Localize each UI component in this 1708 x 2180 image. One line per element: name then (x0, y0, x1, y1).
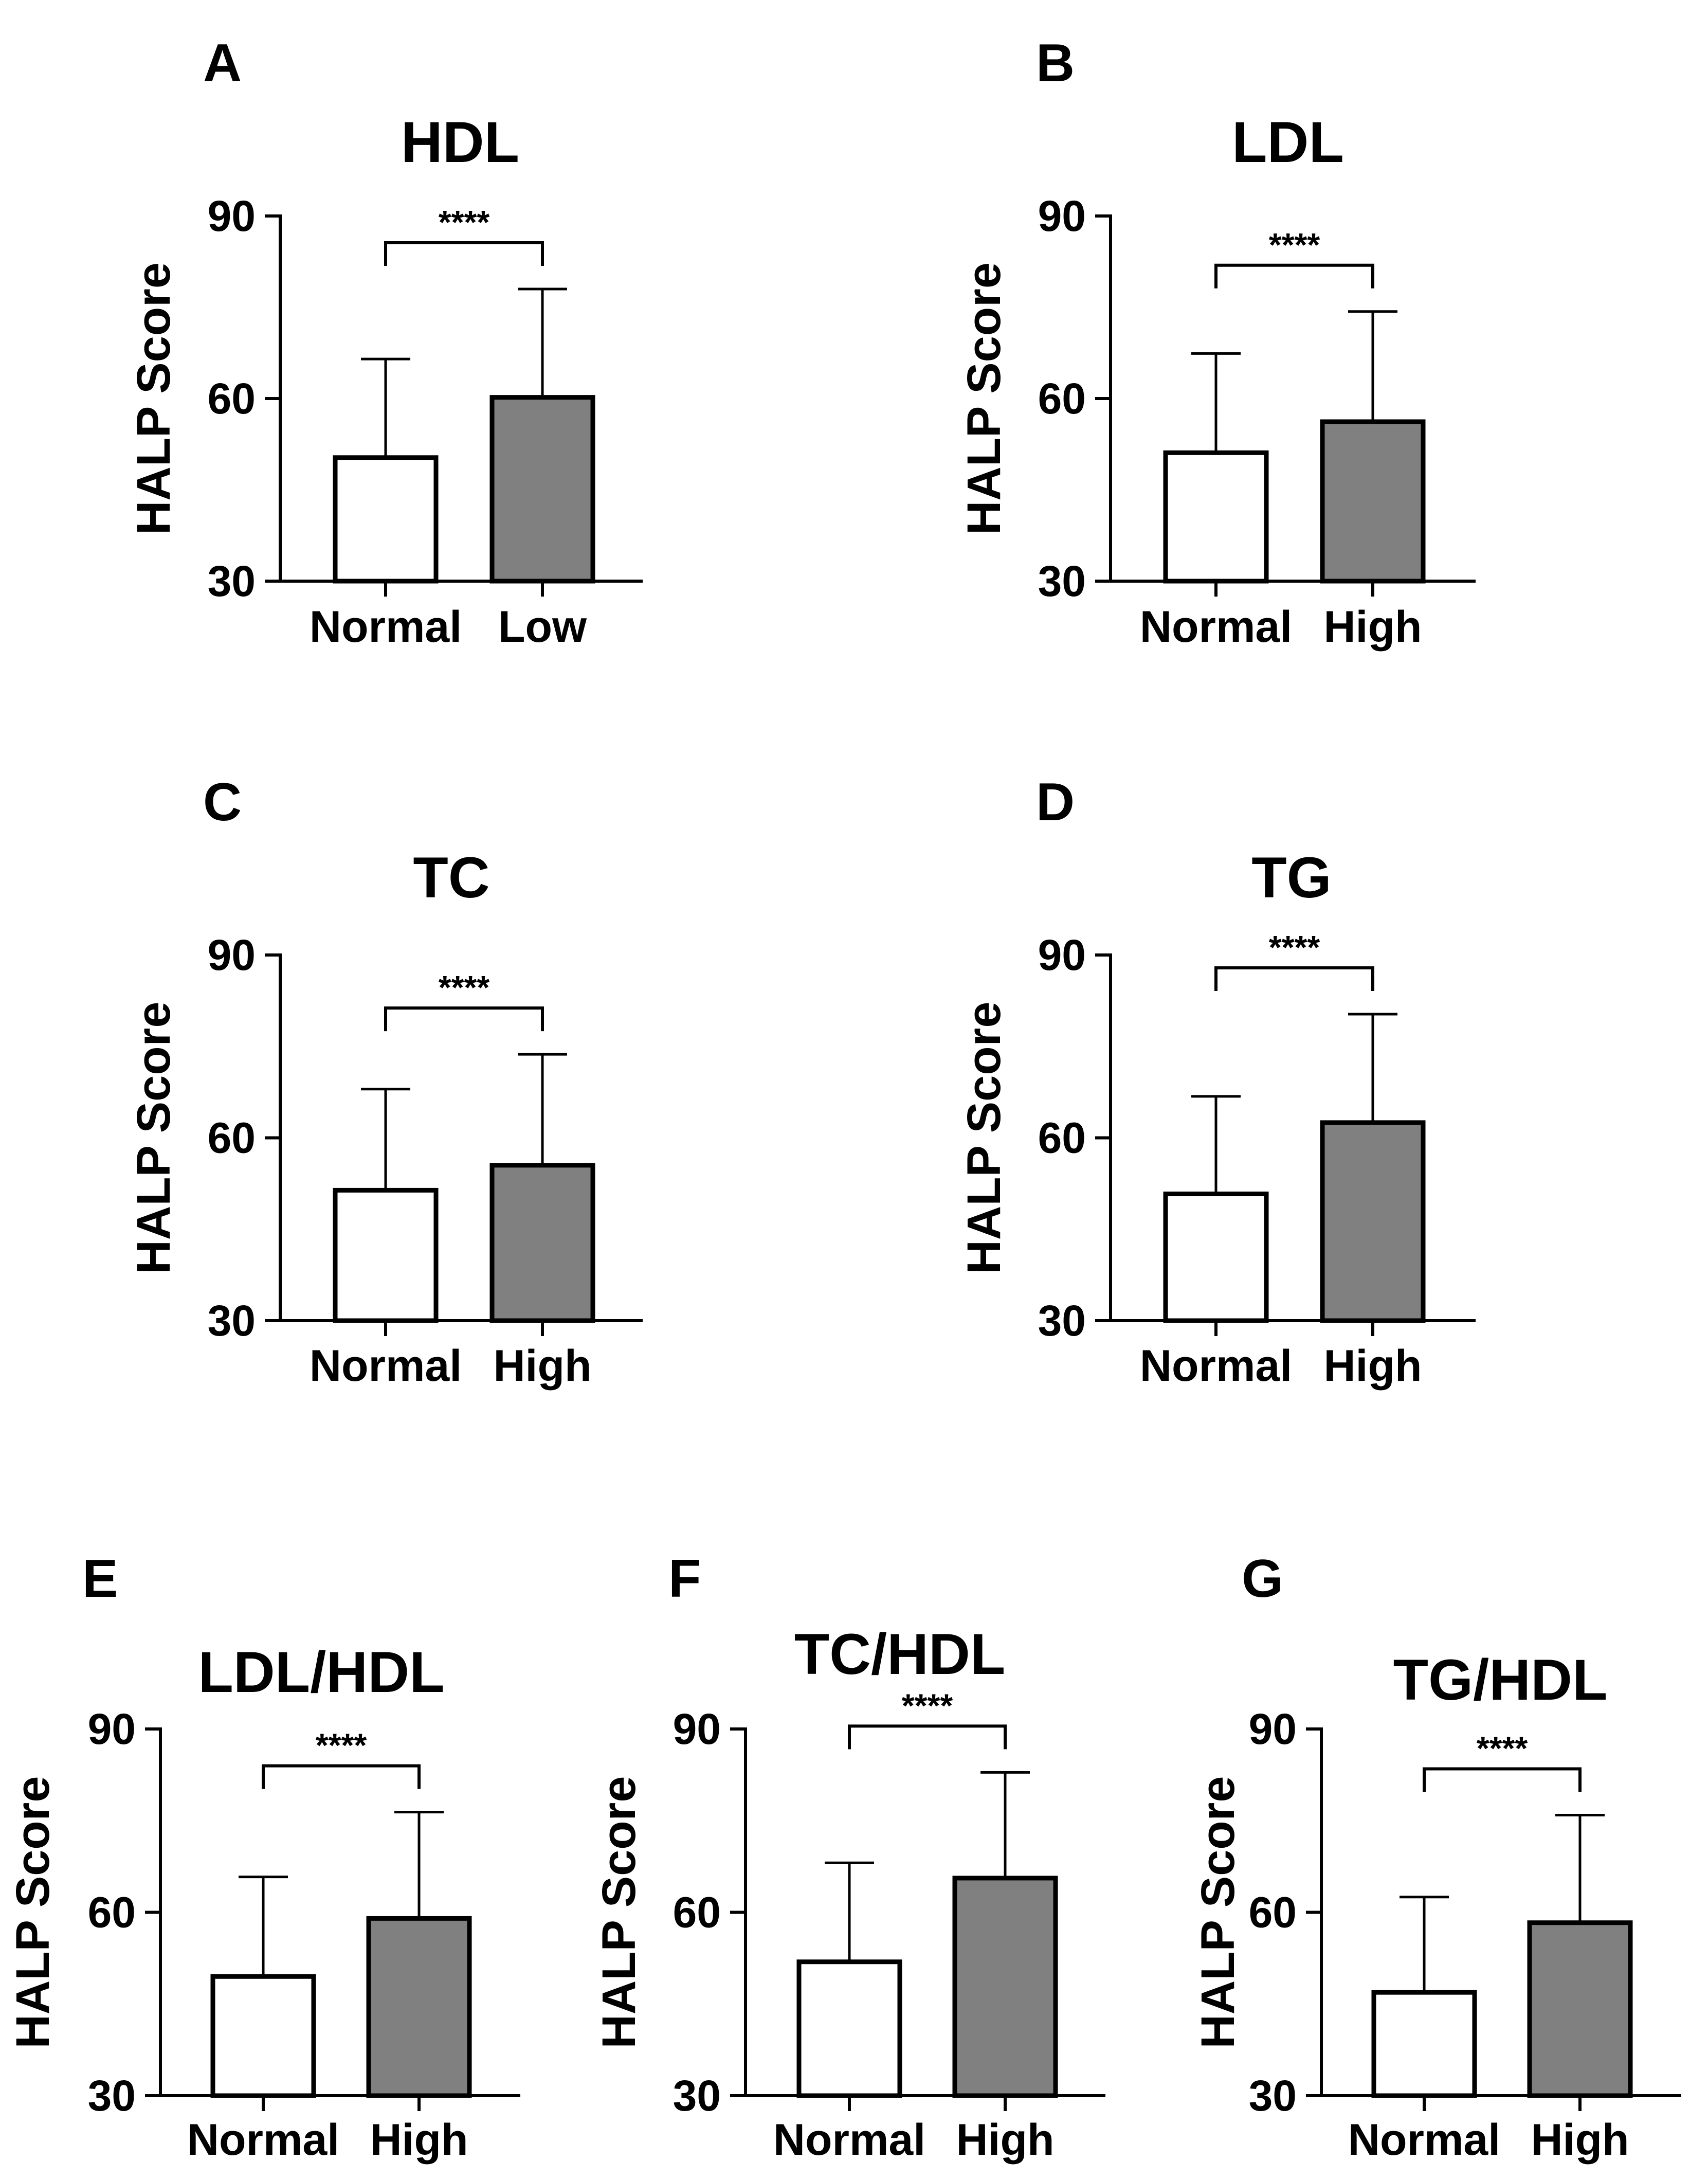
x-tick-label: Normal (773, 2115, 925, 2165)
significance-bracket (1214, 263, 1374, 289)
significance-label: **** (439, 969, 490, 1006)
bar-high (489, 1163, 595, 1323)
y-tick-label: 90 (1249, 1705, 1297, 1753)
x-tick-label: Normal (1140, 1341, 1292, 1391)
panel-letter: A (203, 33, 242, 93)
bar-low (489, 395, 595, 584)
significance-label: **** (902, 1687, 953, 1724)
bar-high (952, 1876, 1058, 2098)
significance-label: **** (1269, 929, 1320, 966)
panel-letter: D (1036, 772, 1075, 832)
bar-normal (210, 1974, 316, 2098)
x-tick-label: High (493, 1341, 591, 1391)
significance-label: **** (1269, 226, 1320, 263)
x-tick-label: Normal (187, 2115, 339, 2165)
bar-normal (333, 1187, 439, 1323)
chart-panel-a: A HDL HALP Score Normal Low 30 60 90 **** (128, 33, 643, 652)
y-tick-label: 60 (208, 374, 256, 423)
y-tick-label: 30 (208, 1296, 256, 1345)
y-tick-label: 60 (1038, 1114, 1086, 1162)
y-tick-label: 90 (1038, 931, 1086, 979)
panel-letter: F (668, 1549, 701, 1609)
x-tick-label: High (370, 2115, 468, 2165)
significance-label: **** (1477, 1730, 1528, 1767)
bar-normal (1163, 450, 1269, 584)
x-tick-label: Normal (1348, 2115, 1500, 2165)
chart-title: TC/HDL (794, 1622, 1006, 1686)
y-tick-label: 30 (1038, 557, 1086, 605)
y-tick-label: 90 (208, 931, 256, 979)
chart-panel-b: B LDL HALP Score Normal High 30 60 90 **** (958, 33, 1476, 652)
y-axis-label: HALP Score (128, 1001, 180, 1274)
significance-bracket (262, 1764, 421, 1789)
y-axis-label: HALP Score (593, 1776, 645, 2048)
y-axis-label: HALP Score (128, 262, 180, 535)
chart-title: HDL (401, 110, 519, 174)
y-axis-label: HALP Score (7, 1776, 59, 2048)
y-axis-label: HALP Score (958, 262, 1010, 535)
y-tick-label: 90 (88, 1705, 136, 1753)
significance-bracket (848, 1724, 1007, 1750)
y-tick-label: 60 (208, 1114, 256, 1162)
bar-normal (333, 455, 439, 584)
significance-label: **** (439, 204, 490, 241)
y-tick-label: 90 (673, 1705, 721, 1753)
y-axis-label: HALP Score (958, 1001, 1010, 1274)
significance-bracket (1423, 1767, 1582, 1792)
chart-panel-d: D TG HALP Score Normal High 30 60 90 **** (958, 772, 1476, 1391)
x-tick-label: Normal (310, 1341, 462, 1391)
bar-high (1527, 1920, 1633, 2098)
y-tick-label: 90 (1038, 192, 1086, 240)
panel-letter: B (1036, 33, 1075, 93)
chart-panel-e: E LDL/HDL HALP Score Normal High 30 60 90 **** (7, 1549, 520, 2165)
y-tick-label: 60 (1038, 374, 1086, 423)
chart-panel-g: G TG/HDL HALP Score Normal High 30 60 90 **** (1192, 1549, 1681, 2165)
x-tick-label: High (1323, 602, 1422, 652)
bar-high (1320, 1120, 1426, 1323)
panel-letter: G (1242, 1549, 1283, 1609)
x-tick-label: Normal (310, 602, 462, 652)
y-tick-label: 30 (673, 2071, 721, 2120)
bar-normal (796, 1959, 902, 2098)
x-tick-label: High (1531, 2115, 1629, 2165)
y-tick-label: 90 (208, 192, 256, 240)
significance-bracket (384, 1006, 544, 1032)
x-tick-label: High (956, 2115, 1054, 2165)
bar-normal (1371, 1990, 1477, 2098)
bar-high (1320, 419, 1426, 584)
chart-panel-c: C TC HALP Score Normal High 30 60 90 **** (128, 772, 643, 1391)
significance-bracket (384, 241, 544, 266)
chart-title: TG (1251, 845, 1332, 910)
x-tick-label: Normal (1140, 602, 1292, 652)
y-tick-label: 30 (1038, 1296, 1086, 1345)
x-tick-label: Low (498, 602, 587, 652)
chart-title: LDL (1232, 110, 1344, 174)
chart-title: TG/HDL (1393, 1648, 1608, 1712)
y-tick-label: 30 (208, 557, 256, 605)
y-tick-label: 30 (88, 2071, 136, 2120)
y-axis-label: HALP Score (1192, 1776, 1244, 2048)
y-tick-label: 30 (1249, 2071, 1297, 2120)
y-tick-label: 60 (1249, 1888, 1297, 1937)
chart-panel-f: F TC/HDL HALP Score Normal High 30 60 90 **** (593, 1549, 1105, 2165)
significance-bracket (1214, 966, 1374, 991)
panel-letter: C (203, 772, 242, 832)
chart-title: TC (413, 845, 489, 910)
significance-label: **** (316, 1727, 367, 1764)
y-tick-label: 60 (673, 1888, 721, 1937)
bar-normal (1163, 1192, 1269, 1323)
panel-letter: E (82, 1549, 118, 1609)
chart-title: LDL/HDL (198, 1640, 444, 1704)
bar-high (366, 1916, 472, 2098)
x-tick-label: High (1323, 1341, 1422, 1391)
y-tick-label: 60 (88, 1888, 136, 1937)
